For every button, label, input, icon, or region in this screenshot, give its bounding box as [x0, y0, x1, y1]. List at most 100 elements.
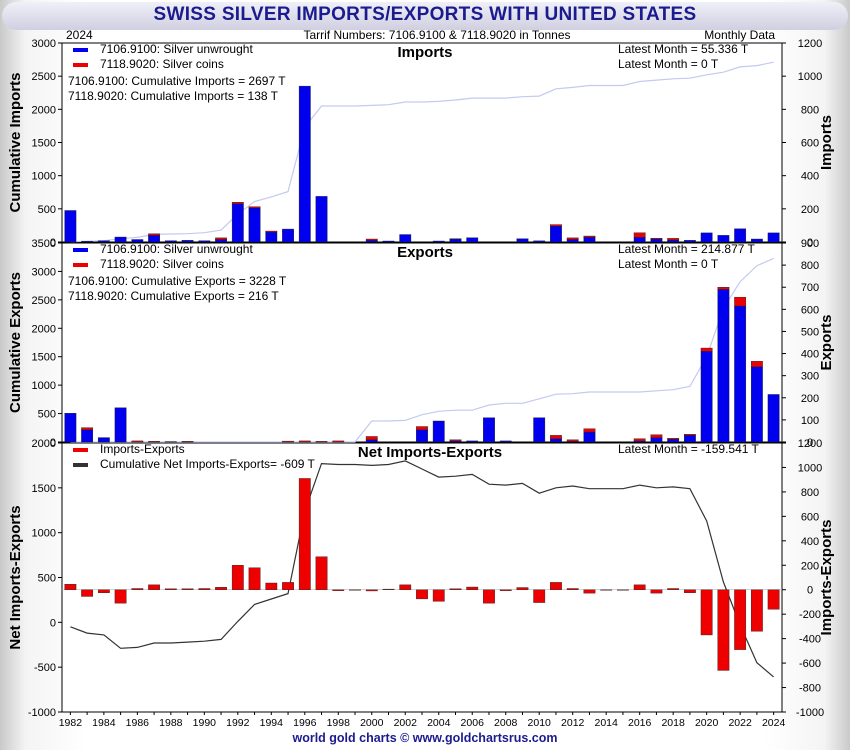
- left-tick-label: 1000: [32, 528, 56, 540]
- header-year: 2024: [66, 28, 93, 42]
- bar-net: [533, 589, 546, 603]
- left-tick-label: 1500: [32, 352, 56, 364]
- left-axis-title: Net Imports-Exports: [7, 505, 24, 649]
- footer-credit: world gold charts © www.goldchartsrus.co…: [292, 731, 558, 745]
- bar-unwrought: [231, 203, 244, 243]
- bar-unwrought: [466, 440, 479, 443]
- bar-unwrought: [399, 234, 412, 243]
- bar-coins: [650, 237, 663, 240]
- bar-net: [483, 589, 495, 604]
- left-tick-label: 3000: [32, 38, 56, 50]
- note-cumulative-unwrought: 7106.9100: Cumulative Exports = 3228 T: [68, 274, 287, 288]
- bar-coins: [667, 238, 680, 241]
- bar-net: [181, 588, 194, 590]
- bar-net: [282, 582, 294, 590]
- left-tick-label: -500: [34, 662, 56, 674]
- bar-net: [382, 588, 395, 590]
- plot-area: [61, 442, 783, 713]
- legend-swatch-unwrought: [73, 48, 88, 52]
- bar-unwrought: [248, 207, 261, 243]
- bar-net: [349, 589, 361, 591]
- title-band: [2, 2, 848, 30]
- right-tick-label: 400: [801, 171, 819, 183]
- bar-coins: [667, 438, 680, 440]
- bar-coins: [365, 238, 378, 241]
- bar-unwrought: [533, 240, 546, 243]
- bar-unwrought: [64, 210, 77, 243]
- bar-net: [298, 478, 311, 590]
- right-tick-label: 400: [801, 536, 819, 548]
- left-tick-label: 0: [50, 617, 56, 629]
- bar-unwrought: [282, 228, 294, 243]
- bar-unwrought: [181, 240, 194, 243]
- right-axis-title: Imports-Exports: [818, 520, 835, 636]
- bar-unwrought: [499, 440, 512, 443]
- bar-unwrought: [265, 231, 278, 243]
- left-tick-label: 500: [38, 204, 56, 216]
- right-tick-label: 1000: [798, 462, 822, 474]
- legend-unwrought: 7106.9100: Silver unwrought: [100, 242, 253, 256]
- right-tick-label: 200: [801, 204, 819, 216]
- bar-unwrought: [97, 240, 110, 243]
- bar-unwrought: [700, 351, 713, 443]
- left-tick-label: 500: [38, 409, 56, 421]
- bar-coins: [131, 440, 144, 443]
- chart-title: SWISS SILVER IMPORTS/EXPORTS WITH UNITED…: [153, 4, 697, 25]
- right-tick-label: 500: [801, 326, 819, 338]
- right-tick-label: 700: [801, 282, 819, 294]
- x-tick-label: 1992: [226, 717, 250, 729]
- left-tick-label: 0: [50, 237, 56, 249]
- left-tick-label: 1500: [32, 138, 56, 150]
- bar-unwrought: [148, 235, 160, 243]
- legend-net: Imports-Exports: [100, 442, 185, 456]
- right-tick-label: 900: [801, 238, 819, 250]
- bar-unwrought: [298, 85, 311, 243]
- right-tick-label: 800: [801, 487, 819, 499]
- bar-unwrought: [114, 236, 127, 243]
- left-tick-label: 2000: [32, 323, 56, 335]
- bar-unwrought: [432, 240, 445, 243]
- left-tick-label: 3500: [32, 238, 56, 250]
- right-tick-label: 0: [807, 237, 813, 249]
- cumulative-net-line: [70, 460, 774, 678]
- right-tick-label: -400: [799, 634, 821, 646]
- right-axis-title: Exports: [818, 315, 835, 371]
- latest-month-coins: Latest Month = 0 T: [618, 257, 719, 271]
- bar-coins: [633, 438, 646, 442]
- bar-net: [750, 589, 763, 632]
- bar-net: [148, 584, 160, 590]
- right-tick-label: 600: [801, 304, 819, 316]
- panel-title: Imports: [397, 44, 452, 61]
- left-tick-label: 2500: [32, 71, 56, 83]
- left-tick-label: 2000: [32, 438, 56, 450]
- bar-unwrought: [81, 240, 94, 243]
- bar-net: [248, 567, 261, 590]
- bar-unwrought: [750, 366, 763, 443]
- bar-unwrought: [466, 237, 479, 243]
- bar-coins: [550, 224, 562, 227]
- bar-net: [600, 589, 613, 591]
- bar-unwrought: [315, 196, 328, 243]
- x-tick-label: 2018: [661, 717, 685, 729]
- bar-net: [633, 584, 646, 590]
- bar-coins: [633, 232, 646, 238]
- right-axis-title: Imports: [818, 115, 835, 170]
- bar-net: [164, 588, 177, 590]
- right-tick-label: 1000: [798, 71, 822, 83]
- bar-coins: [365, 436, 378, 440]
- x-tick-label: 2022: [728, 717, 752, 729]
- bar-net: [684, 589, 696, 593]
- bar-coins: [416, 426, 428, 431]
- bar-coins: [750, 361, 763, 368]
- bar-coins: [231, 201, 244, 205]
- left-axis-title: Cumulative Exports: [7, 272, 24, 413]
- bar-unwrought: [734, 305, 747, 443]
- bar-unwrought: [416, 429, 428, 443]
- note-cumulative-coins: 7118.9020: Cumulative Exports = 216 T: [68, 289, 279, 303]
- x-tick-label: 2012: [561, 717, 585, 729]
- left-tick-label: 2500: [32, 295, 56, 307]
- x-tick-label: 2002: [394, 717, 418, 729]
- right-tick-label: 0: [807, 437, 813, 449]
- right-tick-label: 600: [801, 511, 819, 523]
